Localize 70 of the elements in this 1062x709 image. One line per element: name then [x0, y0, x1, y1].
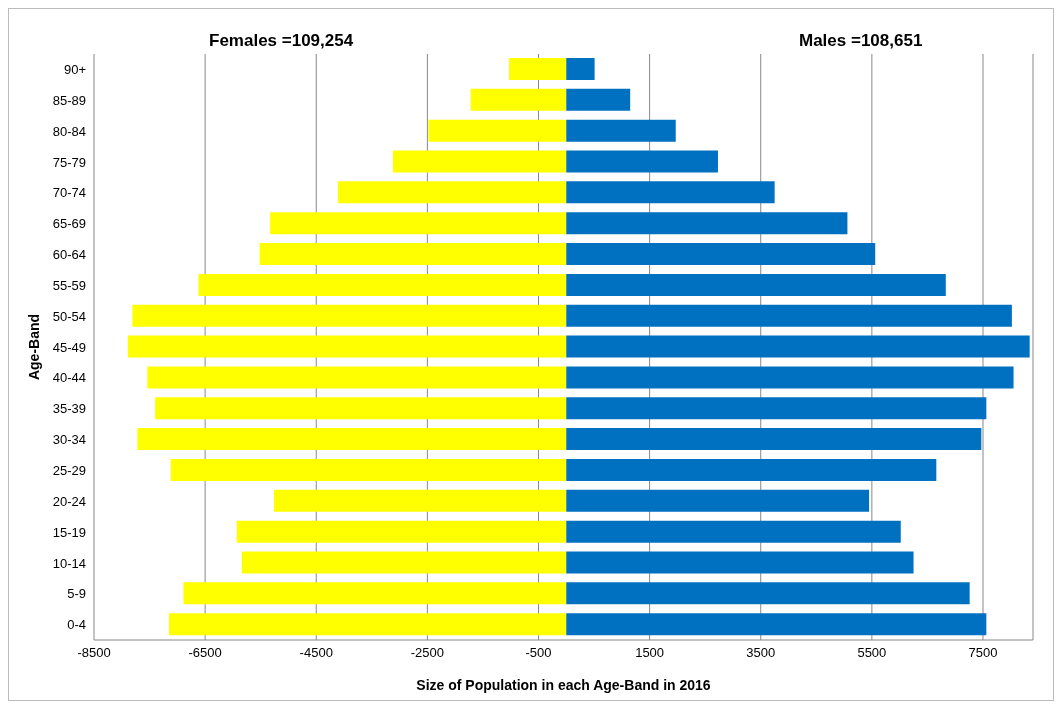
x-tick-label: 1500 [635, 645, 665, 661]
text: Females =109,254 [209, 31, 354, 51]
x-tick-label: 5500 [857, 645, 887, 661]
y-axis-title: Age-Band [25, 313, 42, 381]
bar [509, 58, 567, 80]
y-tick-label: 65-69 [52, 216, 86, 232]
y-tick-label: 45-49 [52, 339, 86, 355]
y-tick-label: 75-79 [52, 154, 86, 170]
x-tick-label: -8500 [77, 645, 111, 661]
bar [198, 273, 567, 296]
x-axis-title: Size of Population in each Age-Band in 2016 [416, 677, 711, 693]
bar [566, 366, 1014, 389]
bar [236, 520, 567, 543]
bar [155, 397, 567, 420]
y-tick-label: 5-9 [67, 586, 86, 602]
bar [566, 489, 870, 512]
bar [566, 520, 901, 543]
y-tick-label: 20-24 [52, 493, 86, 509]
x-tick-label: -500 [525, 645, 552, 661]
bar [566, 428, 982, 451]
bar [566, 58, 595, 80]
bar [566, 582, 970, 605]
y-tick-label: 60-64 [52, 247, 86, 263]
y-tick-label: 15-19 [52, 524, 86, 540]
bar [566, 304, 1012, 327]
y-tick-label: 70-74 [52, 185, 86, 201]
bar [566, 613, 987, 636]
y-tick-label: 35-39 [52, 401, 86, 417]
bar [566, 150, 718, 173]
bar [470, 88, 567, 111]
bar [270, 212, 567, 235]
x-tick-label: 7500 [968, 645, 998, 661]
bar [337, 181, 567, 204]
bar [137, 428, 567, 451]
y-tick-label: 50-54 [52, 308, 86, 324]
y-tick-label: 0-4 [67, 617, 86, 633]
x-tick-label: 3500 [746, 645, 776, 661]
bar [428, 119, 567, 142]
y-tick-label: 80-84 [52, 123, 86, 139]
y-tick-label: 30-34 [52, 432, 86, 448]
bar [392, 150, 567, 173]
bar [169, 613, 567, 636]
bar [259, 243, 567, 266]
y-tick-label: 90+ [63, 62, 86, 78]
y-tick-label: 55-59 [52, 277, 86, 293]
bar [566, 212, 848, 235]
bar [241, 551, 567, 574]
bar [566, 243, 876, 266]
bar [566, 119, 676, 142]
bar [566, 88, 631, 111]
bar [566, 397, 987, 420]
bar [274, 489, 567, 512]
y-tick-label: 25-29 [52, 462, 86, 478]
bar [566, 273, 946, 296]
bar [127, 335, 567, 358]
x-tick-label: -2500 [410, 645, 444, 661]
bar [132, 304, 567, 327]
y-tick-label: 10-14 [52, 555, 86, 571]
bar [147, 366, 567, 389]
x-tick-label: -6500 [188, 645, 222, 661]
bar [183, 582, 567, 605]
y-tick-label: 85-89 [52, 92, 86, 108]
x-tick-label: -4500 [299, 645, 333, 661]
bar [566, 181, 775, 204]
bar [566, 335, 1030, 358]
bar [566, 458, 937, 481]
y-tick-label: 40-44 [52, 370, 86, 386]
bar [566, 551, 914, 574]
text: Males =108,651 [799, 31, 923, 51]
bar [170, 458, 567, 481]
